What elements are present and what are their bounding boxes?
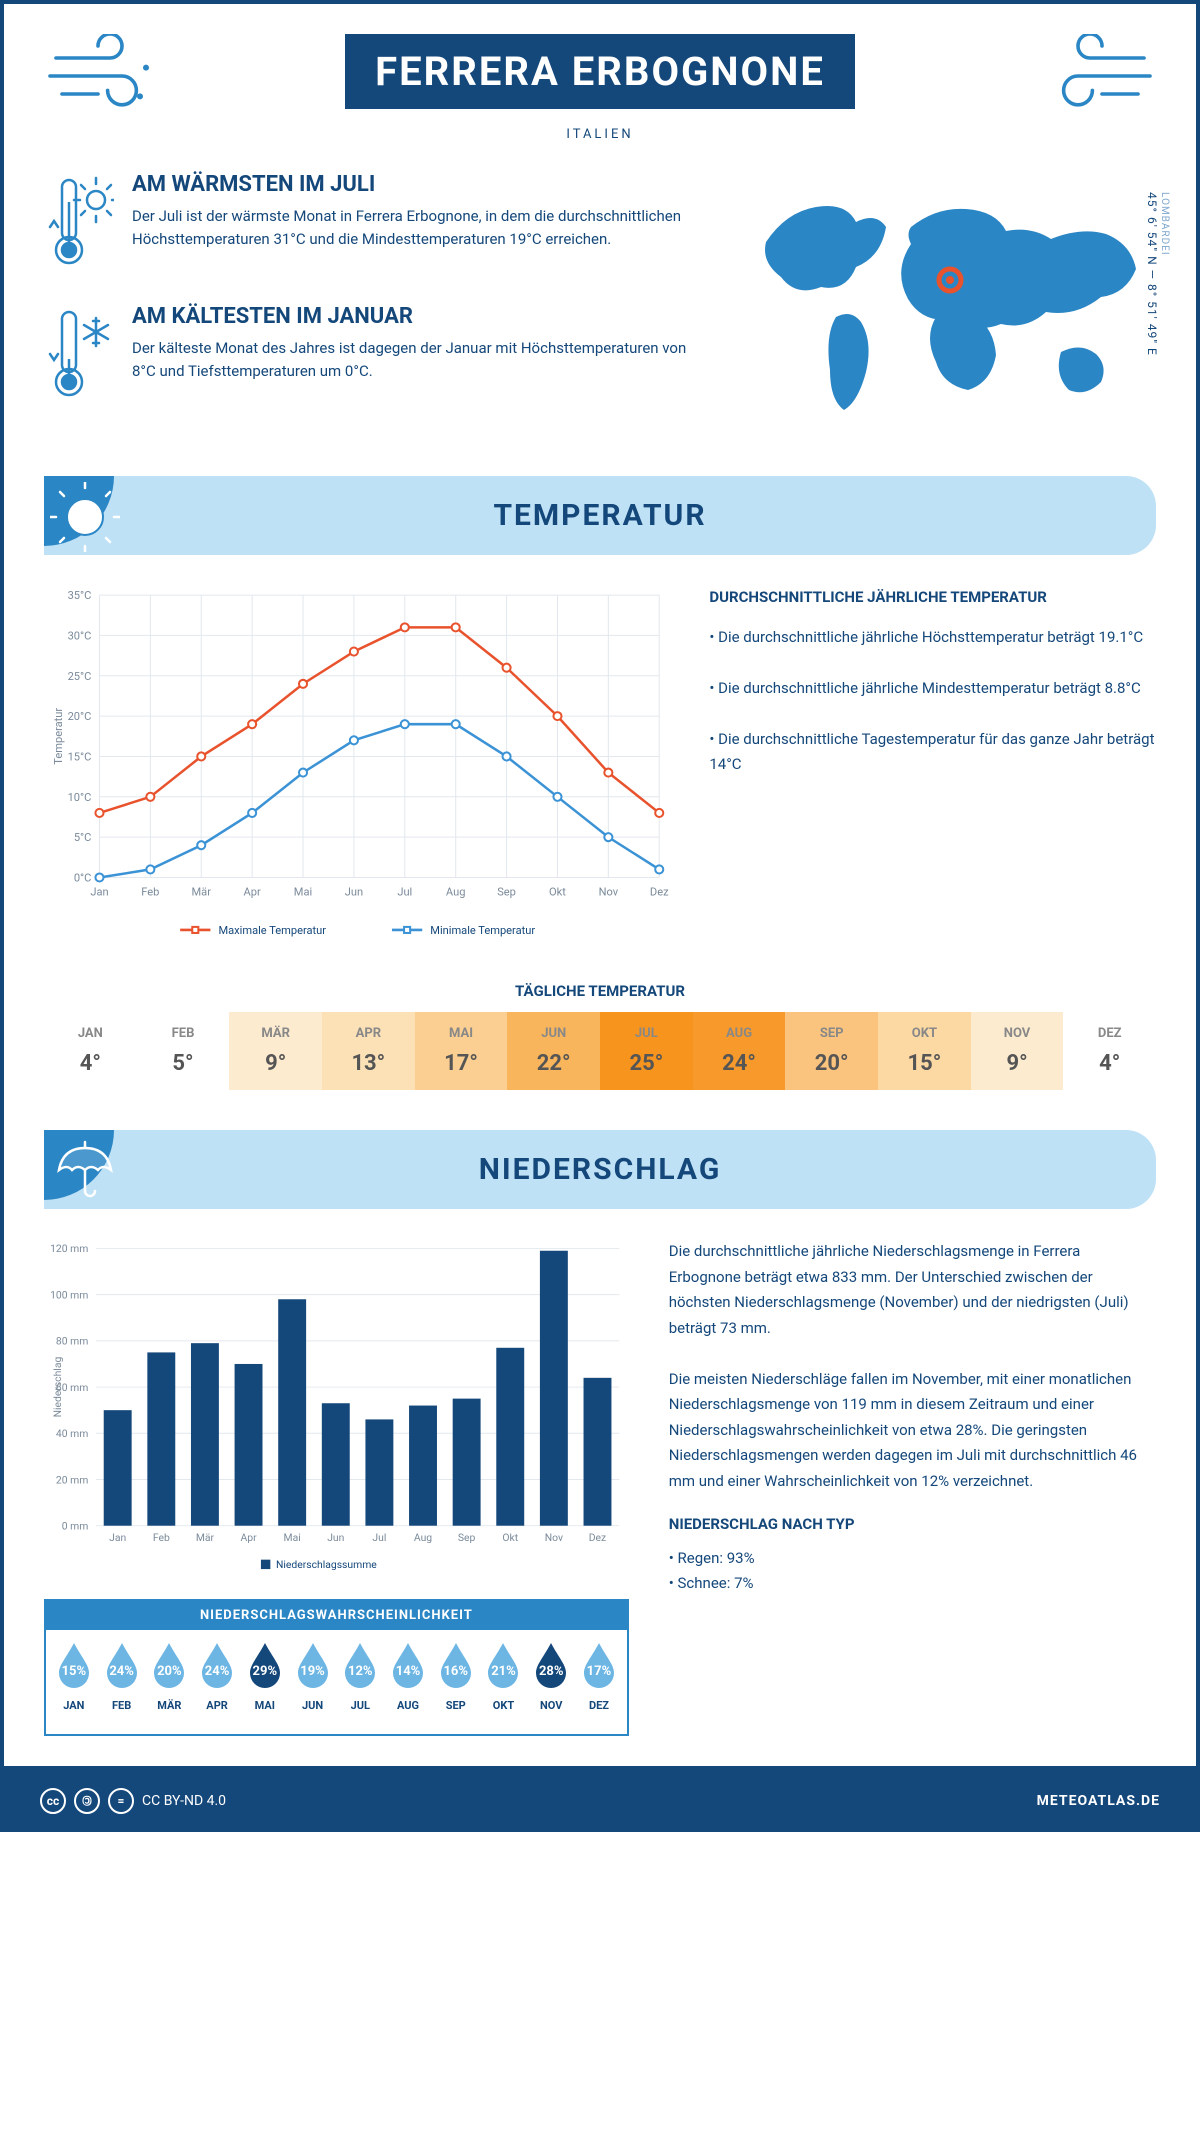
svg-text:20°C: 20°C: [68, 710, 92, 723]
warm-title: AM WÄRMSTEN IM JULI: [132, 172, 696, 197]
thermometer-sun-icon: [44, 172, 114, 276]
daily-temp-title: TÄGLICHE TEMPERATUR: [44, 982, 1156, 1000]
footer: cc 🄯 = CC BY-ND 4.0 METEOATLAS.DE: [0, 1770, 1200, 1832]
svg-text:Feb: Feb: [153, 1531, 170, 1544]
warm-text: Der Juli ist der wärmste Monat in Ferrer…: [132, 205, 696, 250]
svg-text:Jul: Jul: [372, 1531, 386, 1544]
svg-text:Maximale Temperatur: Maximale Temperatur: [218, 924, 326, 937]
svg-text:35°C: 35°C: [68, 589, 92, 602]
svg-text:Aug: Aug: [414, 1531, 432, 1544]
svg-text:10°C: 10°C: [68, 791, 92, 804]
svg-text:Jun: Jun: [345, 886, 363, 899]
svg-text:Nov: Nov: [545, 1531, 563, 1544]
precip-summary: Die durchschnittliche jährliche Niedersc…: [669, 1239, 1156, 1736]
svg-text:0 mm: 0 mm: [62, 1520, 89, 1533]
umbrella-icon: [50, 1136, 120, 1206]
cold-text: Der kälteste Monat des Jahres ist dagege…: [132, 337, 696, 382]
svg-text:Mär: Mär: [196, 1531, 215, 1544]
temperature-section-bar: TEMPERATUR: [44, 476, 1156, 555]
svg-text:100 mm: 100 mm: [50, 1289, 88, 1302]
temperature-line-chart: 0°C 5°C 10°C 15°C 20°C 25°C 30°C 35°C Jan Feb Mär A…: [44, 585, 669, 952]
svg-text:Niederschlagssumme: Niederschlagssumme: [276, 1558, 377, 1571]
svg-text:Sep: Sep: [497, 886, 516, 899]
svg-text:Apr: Apr: [244, 886, 261, 899]
svg-text:Apr: Apr: [240, 1531, 257, 1544]
svg-text:Minimale Temperatur: Minimale Temperatur: [430, 924, 535, 937]
svg-text:Mai: Mai: [284, 1531, 301, 1544]
precip-heading: NIEDERSCHLAG: [44, 1152, 1156, 1187]
country-subtitle: ITALIEN: [164, 127, 1036, 142]
precip-section-bar: NIEDERSCHLAG: [44, 1130, 1156, 1209]
svg-text:Niederschlag: Niederschlag: [51, 1357, 64, 1418]
svg-text:20 mm: 20 mm: [56, 1473, 88, 1486]
svg-text:Okt: Okt: [549, 886, 566, 899]
svg-text:Okt: Okt: [502, 1531, 518, 1544]
svg-text:Jul: Jul: [397, 886, 412, 899]
svg-text:120 mm: 120 mm: [50, 1242, 88, 1255]
sun-icon: [50, 482, 120, 552]
coordinates: LOMBARDEI 45° 6' 54" N — 8° 51' 49" E: [1145, 192, 1170, 356]
wind-icon-right: [1036, 34, 1156, 122]
svg-text:Dez: Dez: [650, 886, 669, 899]
svg-text:Dez: Dez: [589, 1531, 606, 1544]
world-map: LOMBARDEI 45° 6' 54" N — 8° 51' 49" E: [736, 172, 1156, 436]
svg-text:Mai: Mai: [294, 886, 312, 899]
license: cc 🄯 = CC BY-ND 4.0: [40, 1788, 226, 1814]
svg-text:Aug: Aug: [446, 886, 466, 899]
header: FERRERA ERBOGNONE ITALIEN: [44, 34, 1156, 142]
svg-text:Jan: Jan: [109, 1531, 126, 1544]
svg-text:40 mm: 40 mm: [56, 1427, 88, 1440]
precip-probability-box: NIEDERSCHLAGSWAHRSCHEINLICHKEIT 15%JAN24…: [44, 1599, 629, 1736]
svg-text:Jan: Jan: [90, 886, 108, 899]
svg-text:Temperatur: Temperatur: [52, 708, 65, 765]
svg-text:25°C: 25°C: [68, 670, 92, 683]
svg-text:Nov: Nov: [599, 886, 619, 899]
svg-text:80 mm: 80 mm: [56, 1335, 88, 1348]
svg-text:Mär: Mär: [192, 886, 212, 899]
cold-block: AM KÄLTESTEN IM JANUAR Der kälteste Mona…: [44, 304, 696, 408]
brand: METEOATLAS.DE: [1037, 1793, 1160, 1809]
wind-icon-left: [44, 34, 164, 122]
thermometer-snow-icon: [44, 304, 114, 408]
svg-text:5°C: 5°C: [74, 831, 92, 844]
title-banner: FERRERA ERBOGNONE: [345, 34, 855, 109]
svg-text:15°C: 15°C: [68, 750, 92, 763]
svg-text:Jun: Jun: [327, 1531, 344, 1544]
svg-text:30°C: 30°C: [68, 629, 92, 642]
daily-temp-grid: JAN4°FEB5°MÄR9°APR13°MAI17°JUN22°JUL25°A…: [44, 1012, 1156, 1090]
cold-title: AM KÄLTESTEN IM JANUAR: [132, 304, 696, 329]
svg-text:Feb: Feb: [141, 886, 159, 899]
svg-text:0°C: 0°C: [74, 872, 92, 885]
warm-block: AM WÄRMSTEN IM JULI Der Juli ist der wär…: [44, 172, 696, 276]
precip-bar-chart: 0 mm20 mm40 mm60 mm80 mm100 mm120 mmJanF…: [44, 1239, 629, 1583]
temperature-heading: TEMPERATUR: [44, 498, 1156, 533]
temperature-summary: DURCHSCHNITTLICHE JÄHRLICHE TEMPERATUR •…: [709, 585, 1156, 952]
svg-text:Sep: Sep: [458, 1531, 476, 1544]
